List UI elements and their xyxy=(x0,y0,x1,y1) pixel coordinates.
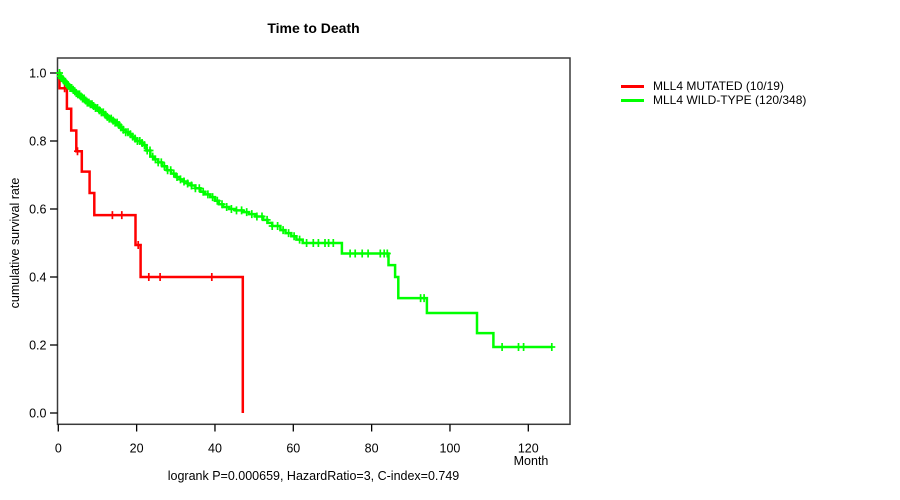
censor-marks xyxy=(56,69,556,351)
km-step-curve xyxy=(58,71,553,349)
km-step-curve xyxy=(58,71,245,413)
y-tick-label: 0.2 xyxy=(29,338,46,352)
x-tick-label: 0 xyxy=(55,442,62,456)
legend: MLL4 MUTATED (10/19) MLL4 WILD-TYPE (120… xyxy=(621,79,806,107)
y-tick-label: 1.0 xyxy=(29,66,46,80)
y-tick-label: 0.6 xyxy=(29,202,46,216)
legend-item-wildtype: MLL4 WILD-TYPE (120/348) xyxy=(621,93,806,107)
y-tick-label: 0.0 xyxy=(29,406,46,420)
x-tick-label: 120 xyxy=(518,442,539,456)
y-tick-label: 0.4 xyxy=(29,270,46,284)
series-mll4-mutated-10-19 xyxy=(58,71,245,413)
legend-item-mutated: MLL4 MUTATED (10/19) xyxy=(621,79,806,93)
legend-line-swatch-green xyxy=(621,98,644,102)
x-tick-label: 60 xyxy=(286,442,300,456)
chart-title: Time to Death xyxy=(267,20,360,36)
x-tick-label: 80 xyxy=(365,442,379,456)
censor-marks xyxy=(61,84,216,281)
x-tick-label: 40 xyxy=(208,442,222,456)
legend-line-swatch-red xyxy=(621,84,644,88)
plot-border xyxy=(56,57,571,426)
x-tick-label: 20 xyxy=(130,442,144,456)
x-tick-label: 100 xyxy=(440,442,461,456)
x-axis: 0 20 40 60 80 100 120 xyxy=(55,424,539,456)
y-axis: 0.0 0.2 0.4 0.6 0.8 1.0 xyxy=(29,66,58,420)
legend-label: MLL4 MUTATED (10/19) xyxy=(653,79,784,93)
y-tick-label: 0.8 xyxy=(29,134,46,148)
series-mll4-wild-type-120-348 xyxy=(56,69,556,351)
stats-caption: logrank P=0.000659, HazardRatio=3, C-ind… xyxy=(167,469,460,483)
x-axis-label: Month xyxy=(513,454,549,468)
legend-label: MLL4 WILD-TYPE (120/348) xyxy=(653,93,807,107)
